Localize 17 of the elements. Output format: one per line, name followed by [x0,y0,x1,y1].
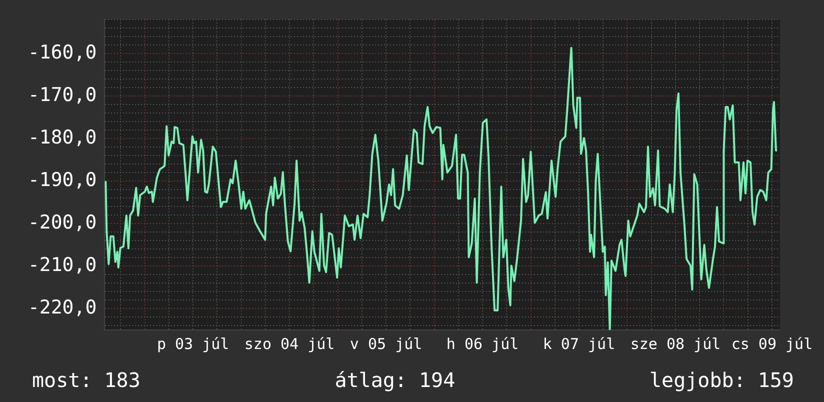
text: átlag: 194 [334,368,456,392]
text: legjobb: 159 [649,368,794,392]
y-tick-label: -220,0 [28,296,97,319]
x-tick-label: k 07 júl [542,334,616,353]
text: most: 183 [32,368,140,392]
x-tick-label: h 06 júl [446,334,519,353]
x-tick-label: v 05 júl [350,334,422,353]
x-tick-label: cs 09 júl [731,334,813,353]
x-tick-label: sze 08 júl [630,334,721,353]
y-tick-label: -200,0 [28,212,97,234]
y-tick-label: -160,0 [28,41,97,64]
x-tick-label: p 03 júl [156,334,230,353]
x-tick-label: szo 04 júl [244,334,335,353]
y-tick-label: -180,0 [28,126,97,148]
y-tick-label: -190,0 [28,169,97,192]
y-tick-label: -210,0 [28,254,97,276]
y-tick-label: -170,0 [28,84,97,106]
